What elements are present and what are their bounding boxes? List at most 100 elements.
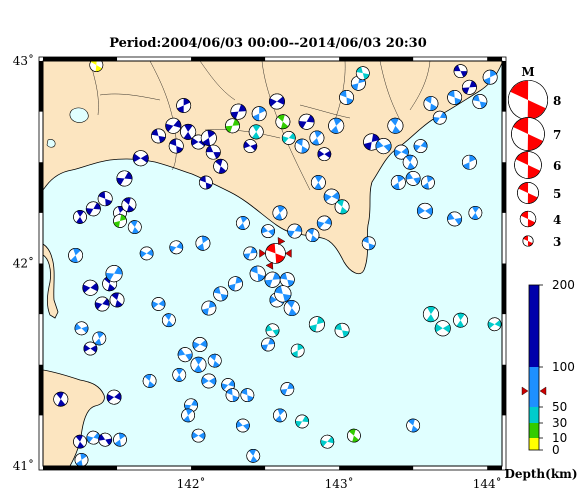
event-beachball bbox=[281, 131, 296, 145]
event-beachball bbox=[280, 382, 295, 396]
longitude-ticks: 142˚ 143˚ 144˚ bbox=[177, 476, 502, 491]
magnitude-legend-ball bbox=[514, 151, 542, 179]
event-beachball bbox=[334, 199, 350, 215]
magnitude-legend-label: 3 bbox=[553, 235, 561, 249]
latitude-tick-label: 43˚ bbox=[13, 53, 34, 68]
magnitude-legend: M 8 7 6 5 4 3 bbox=[508, 65, 561, 249]
event-beachball bbox=[317, 147, 332, 162]
depth-scale-title: Depth(km) bbox=[504, 467, 577, 481]
event-beachball bbox=[461, 154, 477, 170]
map-title: Period:2004/06/03 00:00--2014/06/03 20:3… bbox=[109, 36, 427, 51]
longitude-tick-label: 142˚ bbox=[177, 476, 206, 491]
event-beachball bbox=[98, 432, 113, 447]
latitude-tick-label: 42˚ bbox=[13, 256, 34, 271]
event-beachball bbox=[97, 191, 113, 207]
event-beachball bbox=[132, 150, 149, 167]
slip-arrow bbox=[285, 249, 292, 258]
depth-color-band bbox=[529, 423, 539, 438]
event-beachball bbox=[106, 389, 122, 405]
event-beachball bbox=[347, 428, 361, 443]
lake bbox=[46, 139, 56, 148]
event-beachball bbox=[243, 139, 258, 153]
event-beachball bbox=[200, 129, 217, 146]
event-beachball bbox=[74, 321, 89, 336]
event-beachball bbox=[453, 312, 468, 328]
event-beachball bbox=[127, 220, 142, 234]
event-beachball bbox=[328, 117, 345, 134]
slip-arrow bbox=[259, 249, 266, 258]
event-beachball bbox=[177, 347, 193, 363]
event-beachball bbox=[139, 246, 154, 261]
event-beachball bbox=[192, 337, 208, 352]
magnitude-legend-ball bbox=[522, 235, 534, 247]
event-beachball bbox=[287, 223, 303, 239]
depth-color-band bbox=[529, 367, 539, 407]
magnitude-legend-label: 8 bbox=[553, 94, 561, 108]
event-beachball bbox=[85, 201, 101, 217]
event-beachball bbox=[74, 453, 89, 466]
event-beachball bbox=[53, 391, 69, 407]
event-beachball bbox=[82, 279, 99, 296]
event-beachball bbox=[121, 197, 137, 213]
event-beachball bbox=[355, 66, 370, 81]
magnitude-legend-ball bbox=[517, 182, 539, 204]
depth-color-band bbox=[529, 438, 539, 450]
event-beachball bbox=[89, 61, 104, 72]
event-beachball bbox=[274, 285, 292, 303]
event-beachball bbox=[228, 276, 243, 292]
event-beachball bbox=[320, 434, 335, 449]
event-beachball bbox=[422, 306, 439, 323]
depth-tick-label: 10 bbox=[552, 431, 567, 445]
event-beachball bbox=[205, 144, 221, 160]
event-beachball bbox=[305, 228, 320, 243]
event-beachball bbox=[213, 286, 229, 302]
event-beachball bbox=[201, 300, 217, 316]
event-beachball bbox=[453, 64, 468, 79]
depth-tick-label: 50 bbox=[552, 400, 567, 414]
event-beachball bbox=[339, 90, 354, 105]
depth-color-band bbox=[529, 285, 539, 367]
depth-tick-label: 0 bbox=[552, 443, 560, 457]
event-beachball bbox=[83, 341, 98, 356]
event-beachball bbox=[421, 175, 435, 190]
event-beachball bbox=[294, 138, 310, 154]
latitude-tick-label: 41˚ bbox=[13, 458, 34, 473]
event-beachball bbox=[264, 271, 281, 288]
event-beachball bbox=[405, 171, 421, 186]
event-beachball bbox=[142, 374, 157, 388]
magnitude-legend-label: 4 bbox=[553, 213, 561, 227]
event-beachball bbox=[375, 138, 392, 155]
depth-marker-left bbox=[521, 386, 529, 396]
depth-tick-label: 100 bbox=[552, 360, 575, 374]
event-beachball bbox=[230, 103, 247, 120]
event-beachball bbox=[92, 331, 107, 346]
depth-marker-right bbox=[539, 386, 547, 396]
event-beachball bbox=[393, 144, 409, 160]
magnitude-legend-label: 7 bbox=[553, 128, 561, 142]
event-beachball bbox=[248, 124, 264, 140]
event-beachball bbox=[261, 224, 275, 238]
event-beachball bbox=[361, 236, 376, 251]
slip-arrow bbox=[277, 237, 286, 245]
event-beachball bbox=[249, 265, 266, 282]
magnitude-legend-title: M bbox=[521, 65, 534, 79]
magnitude-legend-ball bbox=[511, 117, 545, 151]
event-beachball bbox=[468, 205, 483, 220]
event-beachball bbox=[236, 418, 250, 433]
event-beachball bbox=[68, 247, 84, 263]
event-beachball bbox=[207, 353, 222, 368]
frame-border bbox=[38, 56, 507, 471]
longitude-tick-label: 144˚ bbox=[473, 476, 502, 491]
event-beachball bbox=[295, 414, 309, 429]
event-beachball bbox=[73, 434, 87, 449]
land-oshima-peninsula bbox=[43, 243, 59, 319]
event-beachball bbox=[169, 240, 184, 255]
event-beachball bbox=[268, 93, 285, 110]
featured-event bbox=[259, 237, 292, 270]
event-beachball bbox=[251, 106, 267, 122]
magnitude-legend-label: 6 bbox=[553, 159, 561, 173]
event-beachball bbox=[113, 432, 127, 447]
event-beachball bbox=[309, 130, 325, 146]
event-beachball bbox=[310, 175, 326, 190]
